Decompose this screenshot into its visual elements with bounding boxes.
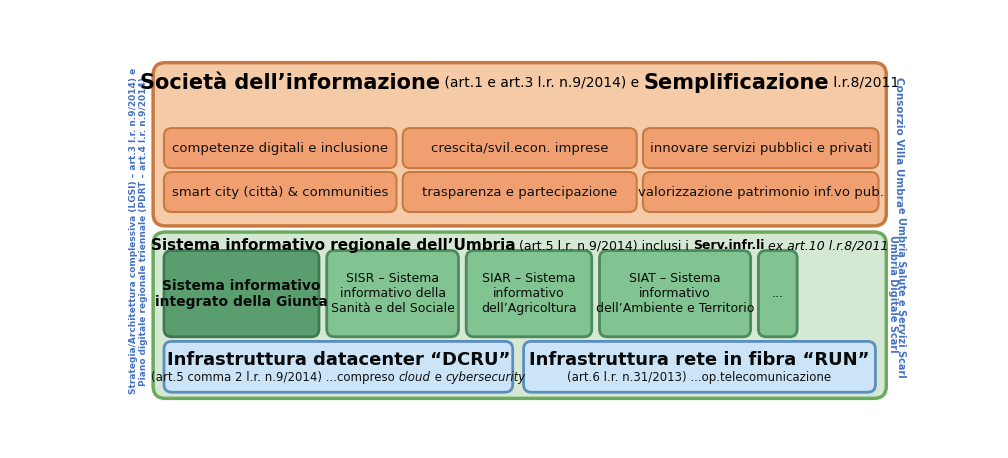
FancyBboxPatch shape bbox=[164, 128, 396, 168]
Text: ...: ... bbox=[772, 287, 784, 300]
FancyBboxPatch shape bbox=[327, 251, 459, 337]
Text: innovare servizi pubblici e privati: innovare servizi pubblici e privati bbox=[650, 142, 872, 155]
Text: (art.5 comma 2 l.r. n.9/2014) ...compreso: (art.5 comma 2 l.r. n.9/2014) ...compres… bbox=[151, 371, 398, 384]
Text: cloud: cloud bbox=[398, 371, 430, 384]
Text: valorizzazione patrimonio inf.vo pub.: valorizzazione patrimonio inf.vo pub. bbox=[638, 185, 884, 198]
FancyBboxPatch shape bbox=[164, 251, 319, 337]
FancyBboxPatch shape bbox=[164, 172, 396, 212]
Text: l.r.8/2011: l.r.8/2011 bbox=[830, 76, 899, 90]
Text: Infrastruttura datacenter “DCRU”: Infrastruttura datacenter “DCRU” bbox=[166, 351, 510, 369]
Text: cybersecurity: cybersecurity bbox=[446, 371, 525, 384]
FancyBboxPatch shape bbox=[523, 341, 875, 392]
Text: Consorzio Villa Umbra: Consorzio Villa Umbra bbox=[894, 77, 904, 207]
Text: smart city (città) & communities: smart city (città) & communities bbox=[172, 185, 388, 198]
FancyBboxPatch shape bbox=[402, 172, 637, 212]
Text: SISR – Sistema
informativo della
Sanità e del Sociale: SISR – Sistema informativo della Sanità … bbox=[331, 272, 455, 315]
Text: SIAT – Sistema
informativo
dell’Ambiente e Territorio: SIAT – Sistema informativo dell’Ambiente… bbox=[596, 272, 754, 315]
Text: (art.1 e art.3 l.r. n.9/2014) e: (art.1 e art.3 l.r. n.9/2014) e bbox=[440, 76, 643, 90]
Text: Umbria Digitale Scarl: Umbria Digitale Scarl bbox=[888, 235, 898, 353]
Text: Infrastruttura rete in fibra “RUN”: Infrastruttura rete in fibra “RUN” bbox=[529, 351, 870, 369]
FancyBboxPatch shape bbox=[467, 251, 592, 337]
FancyBboxPatch shape bbox=[643, 128, 879, 168]
Text: (art.6 l.r. n.31/2013) ...op.telecomunicazione: (art.6 l.r. n.31/2013) ...op.telecomunic… bbox=[568, 371, 832, 384]
Text: e Umbria Salute e Servizi Scarl: e Umbria Salute e Servizi Scarl bbox=[896, 207, 906, 377]
Text: Società dell’informazione: Società dell’informazione bbox=[140, 73, 440, 93]
Text: Sistema informativo regionale dell’Umbria: Sistema informativo regionale dell’Umbri… bbox=[150, 239, 515, 253]
Text: Piano digitale regionale triennale (PDRT – art.4 l.r. n.9/2014): Piano digitale regionale triennale (PDRT… bbox=[139, 77, 148, 386]
Text: Strategia/Architettura complessiva (LGSI) – art.3 l.r. n.9/2014) e: Strategia/Architettura complessiva (LGSI… bbox=[129, 68, 138, 394]
FancyBboxPatch shape bbox=[164, 341, 513, 392]
FancyBboxPatch shape bbox=[643, 172, 879, 212]
FancyBboxPatch shape bbox=[153, 63, 886, 226]
Text: (art.5 l.r. n.9/2014) inclusi i: (art.5 l.r. n.9/2014) inclusi i bbox=[515, 240, 694, 252]
Text: Semplificazione: Semplificazione bbox=[643, 73, 830, 93]
FancyBboxPatch shape bbox=[153, 232, 886, 398]
FancyBboxPatch shape bbox=[758, 251, 797, 337]
Text: SIAR – Sistema
informativo
dell’Agricoltura: SIAR – Sistema informativo dell’Agricolt… bbox=[481, 272, 577, 315]
FancyBboxPatch shape bbox=[600, 251, 751, 337]
Text: competenze digitali e inclusione: competenze digitali e inclusione bbox=[172, 142, 388, 155]
Text: e: e bbox=[430, 371, 446, 384]
FancyBboxPatch shape bbox=[402, 128, 637, 168]
Text: Serv.infr.li: Serv.infr.li bbox=[694, 240, 764, 252]
Text: trasparenza e partecipazione: trasparenza e partecipazione bbox=[422, 185, 617, 198]
Text: crescita/svil.econ. imprese: crescita/svil.econ. imprese bbox=[431, 142, 609, 155]
Text: Sistema informativo
integrato della Giunta: Sistema informativo integrato della Giun… bbox=[155, 278, 328, 309]
Text: ex art.10 l.r.8/2011: ex art.10 l.r.8/2011 bbox=[764, 240, 889, 252]
